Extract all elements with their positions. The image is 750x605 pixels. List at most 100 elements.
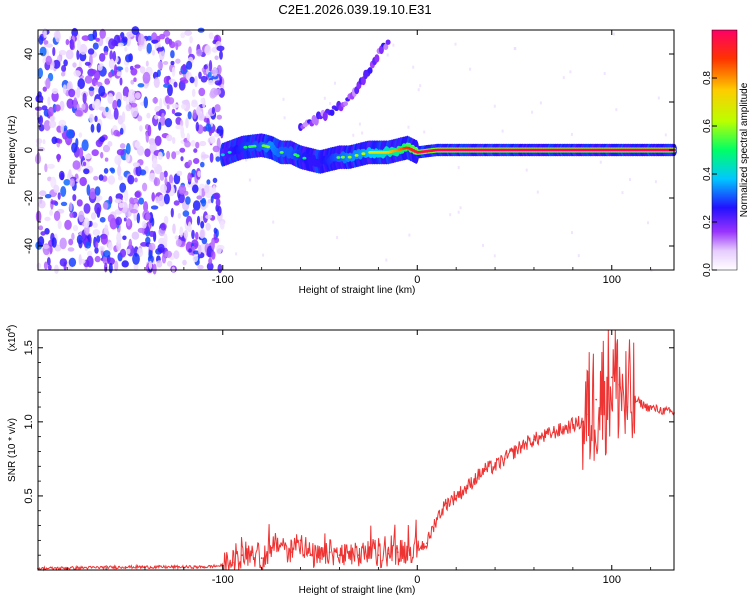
ridge-core bbox=[227, 150, 232, 154]
noise-blob bbox=[94, 202, 102, 215]
sparse-point bbox=[412, 65, 415, 69]
noise-blob bbox=[180, 132, 186, 139]
ridge-core bbox=[220, 153, 225, 157]
noise-blob bbox=[61, 65, 67, 72]
sparse-point bbox=[664, 133, 667, 137]
noise-blob bbox=[179, 147, 186, 153]
noise-blob bbox=[50, 200, 58, 205]
snr-frame bbox=[37, 329, 675, 571]
noise-blob bbox=[215, 244, 222, 255]
sparse-point bbox=[536, 190, 539, 194]
sparse-point bbox=[336, 236, 339, 239]
noise-blob bbox=[65, 49, 74, 60]
snr-y-tick-label: 1.5 bbox=[23, 340, 35, 355]
noise-blob bbox=[122, 86, 130, 98]
sparse-point bbox=[615, 108, 618, 112]
noise-blob bbox=[128, 238, 133, 251]
noise-blob bbox=[60, 123, 64, 134]
noise-blob bbox=[39, 196, 43, 204]
noise-blob bbox=[52, 46, 56, 57]
noise-blob bbox=[107, 114, 115, 120]
noise-blob bbox=[152, 157, 158, 168]
noise-blob bbox=[137, 83, 145, 88]
ridge-core bbox=[354, 154, 359, 157]
noise-blob bbox=[125, 54, 132, 63]
noise-blob bbox=[123, 189, 129, 202]
noise-blob bbox=[192, 109, 197, 120]
spectrogram-panel: -100 0 100 -40 -20 0 20 40 Height of straight l… bbox=[7, 26, 677, 296]
sparse-point bbox=[248, 178, 251, 182]
noise-blob bbox=[79, 176, 87, 187]
noise-blob bbox=[76, 199, 83, 207]
noise-blob bbox=[68, 238, 74, 246]
noise-blob bbox=[81, 35, 90, 41]
noise-blob bbox=[59, 258, 68, 267]
spectrogram-x-tick-label: -100 bbox=[212, 274, 234, 286]
noise-blob bbox=[114, 260, 119, 272]
noise-blob bbox=[196, 48, 203, 57]
sparse-point bbox=[407, 125, 410, 129]
sparse-point bbox=[569, 70, 572, 74]
noise-blob bbox=[174, 150, 181, 155]
snr-point bbox=[241, 554, 244, 557]
noise-blob bbox=[99, 136, 106, 143]
noise-blob bbox=[115, 216, 122, 226]
noise-blob bbox=[103, 168, 109, 174]
noise-blob bbox=[83, 203, 91, 214]
noise-blob bbox=[76, 234, 83, 245]
noise-blob bbox=[179, 119, 184, 127]
noise-blob bbox=[77, 39, 81, 52]
sparse-point bbox=[577, 254, 580, 258]
noise-blob bbox=[134, 92, 141, 99]
noise-blob bbox=[182, 79, 189, 84]
snr-axes: -100 0 100 0.5 1.0 1.5 bbox=[23, 330, 674, 586]
snr-exponent-close: ) bbox=[7, 325, 18, 328]
noise-blob bbox=[141, 221, 147, 229]
noise-blob bbox=[116, 149, 125, 156]
branch-blob bbox=[329, 109, 335, 116]
noise-blob bbox=[212, 177, 218, 183]
noise-blob bbox=[116, 232, 122, 244]
noise-blob bbox=[87, 48, 95, 55]
noise-blob bbox=[214, 133, 220, 138]
noise-blob bbox=[84, 225, 90, 236]
noise-blob bbox=[108, 262, 113, 274]
noise-blob bbox=[137, 44, 143, 52]
noise-blob bbox=[94, 247, 99, 254]
noise-blob bbox=[189, 76, 195, 84]
noise-blob bbox=[43, 40, 49, 45]
noise-blob bbox=[91, 149, 99, 157]
ridge-core bbox=[302, 156, 307, 160]
noise-blob bbox=[198, 87, 206, 97]
noise-blob bbox=[198, 186, 202, 199]
noise-blob bbox=[104, 78, 111, 85]
noise-blob bbox=[163, 30, 171, 37]
sparse-point bbox=[570, 132, 573, 136]
noise-blob bbox=[128, 89, 136, 101]
noise-blob bbox=[119, 248, 127, 258]
noise-blob bbox=[148, 230, 156, 237]
noise-blob bbox=[145, 212, 151, 221]
noise-blob bbox=[182, 63, 187, 72]
noise-blob bbox=[166, 134, 173, 142]
noise-blob bbox=[57, 192, 61, 200]
noise-blob bbox=[215, 156, 221, 162]
noise-blob bbox=[195, 141, 200, 149]
noise-blob bbox=[79, 43, 88, 55]
noise-blob bbox=[37, 146, 45, 152]
noise-blob bbox=[122, 95, 127, 102]
noise-blob bbox=[171, 103, 179, 109]
noise-blob bbox=[198, 71, 202, 80]
noise-blob bbox=[37, 67, 44, 78]
noise-blob bbox=[139, 169, 147, 176]
snr-point bbox=[260, 557, 263, 559]
noise-blob bbox=[148, 242, 156, 251]
snr-exponent-base: (x10 bbox=[7, 331, 18, 351]
noise-blob bbox=[126, 217, 131, 227]
noise-blob bbox=[104, 224, 109, 237]
sparse-point bbox=[531, 110, 534, 114]
sparse-point bbox=[603, 72, 606, 75]
noise-blob bbox=[38, 35, 44, 45]
noise-blob bbox=[60, 201, 68, 207]
noise-blob bbox=[46, 257, 51, 266]
